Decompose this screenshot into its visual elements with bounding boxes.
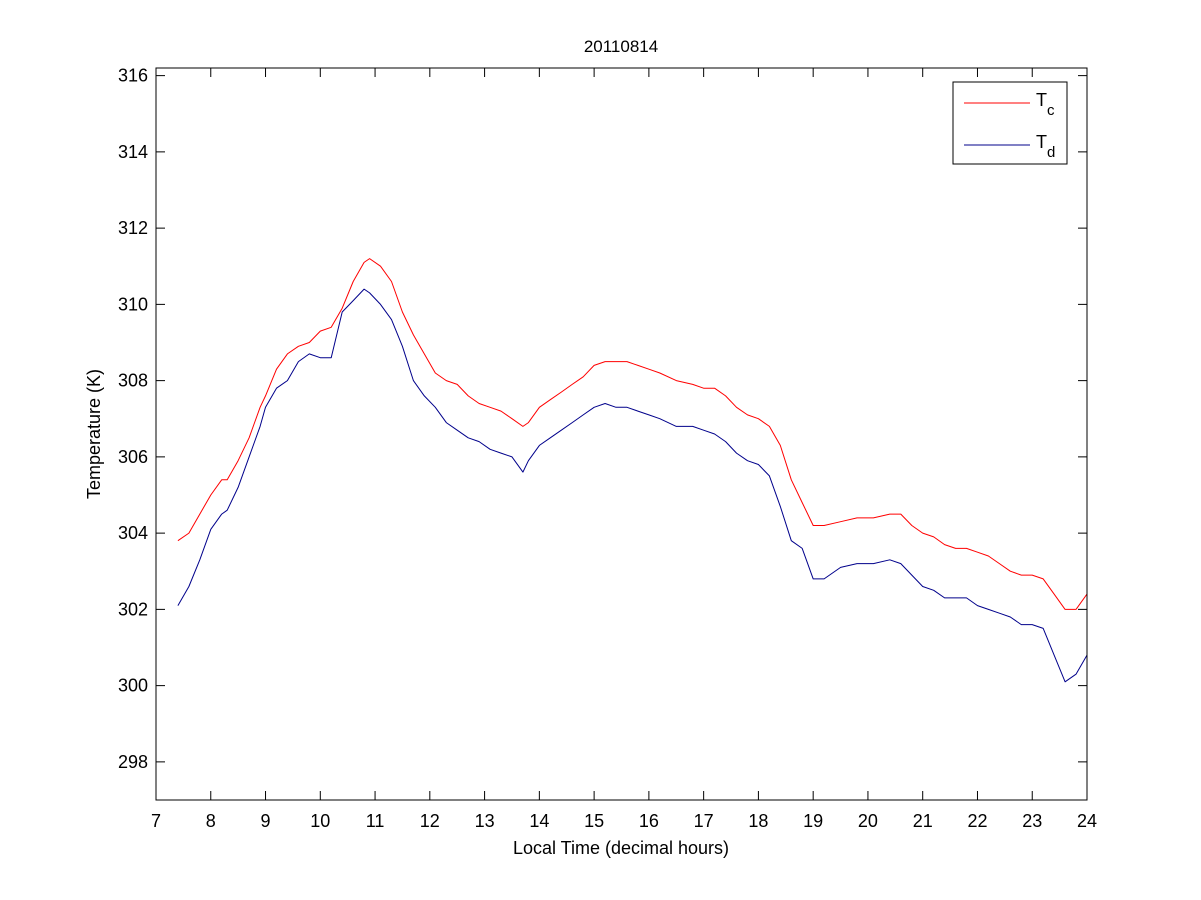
series-layer — [177, 258, 1088, 683]
axis-ticks: 7 8 9 10 11 12 13 14 15 16 17 18 19 20 21 22 23 24 298 300 3… — [118, 66, 1097, 831]
x-tick-label: 10 — [310, 811, 330, 831]
legend-box — [952, 81, 1068, 165]
chart-title: 20110814 — [584, 37, 658, 56]
y-tick-label: 308 — [118, 371, 148, 391]
x-tick-label: 7 — [151, 811, 161, 831]
y-tick-label: 316 — [118, 66, 148, 86]
y-tick-label: 310 — [118, 294, 148, 314]
y-tick-label: 302 — [118, 599, 148, 619]
y-tick-label: 306 — [118, 447, 148, 467]
x-tick-label: 16 — [639, 811, 659, 831]
x-tick-label: 21 — [913, 811, 933, 831]
x-axis-label: Local Time (decimal hours) — [513, 838, 729, 858]
x-tick-label: 15 — [584, 811, 604, 831]
x-tick-label: 20 — [858, 811, 878, 831]
x-tick-label: 13 — [475, 811, 495, 831]
plot-area — [155, 67, 1088, 801]
y-axis-label: Temperature (K) — [84, 369, 104, 499]
x-tick-label: 17 — [694, 811, 714, 831]
x-tick-label: 14 — [529, 811, 549, 831]
x-tick-label: 22 — [967, 811, 987, 831]
x-tick-label: 18 — [748, 811, 768, 831]
series-line-tc — [177, 258, 1088, 610]
x-tick-label: 12 — [420, 811, 440, 831]
y-tick-label: 304 — [118, 523, 148, 543]
x-tick-label: 9 — [261, 811, 271, 831]
y-tick-label: 298 — [118, 752, 148, 772]
x-tick-label: 19 — [803, 811, 823, 831]
y-tick-label: 312 — [118, 218, 148, 238]
y-tick-label: 314 — [118, 142, 148, 162]
x-tick-label: 8 — [206, 811, 216, 831]
x-tick-label: 11 — [366, 811, 385, 831]
x-tick-label: 24 — [1077, 811, 1097, 831]
series-line-td — [177, 288, 1088, 683]
x-tick-label: 23 — [1022, 811, 1042, 831]
y-tick-label: 300 — [118, 676, 148, 696]
